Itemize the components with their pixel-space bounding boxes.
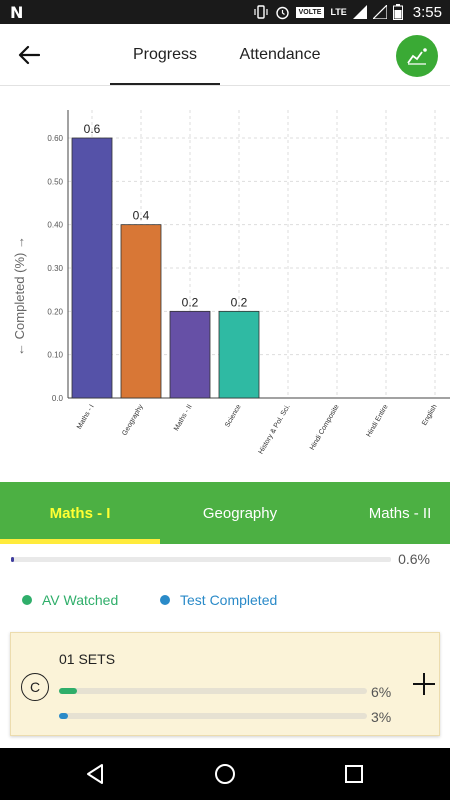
- x-tick-label: History & Pol. Sci.: [258, 403, 292, 455]
- x-tick-label: Maths - I: [76, 403, 96, 430]
- plus-icon: [413, 673, 435, 695]
- set-letter-icon: C: [21, 673, 49, 701]
- legend-av-label: AV Watched: [42, 592, 119, 608]
- clock: 3:55: [412, 3, 442, 21]
- legend-test-label: Test Completed: [180, 592, 278, 608]
- y-axis-label-text: ← Completed (%) →: [12, 236, 27, 356]
- x-tick-label: Hindi Composite: [309, 403, 341, 451]
- legend: AV Watched Test Completed: [0, 588, 450, 616]
- x-tick-label: Maths - II: [173, 403, 194, 432]
- x-tick-label: Hindi Entire: [366, 403, 390, 438]
- bar: [218, 310, 260, 399]
- notification-n-icon: N: [10, 3, 24, 22]
- legend-test-completed: Test Completed: [160, 592, 277, 608]
- bar-data-label: 0.6: [84, 122, 101, 136]
- nav-home-button[interactable]: [211, 760, 239, 788]
- y-tick-label: 0.40: [47, 221, 63, 230]
- square-recents-icon: [345, 765, 363, 783]
- overall-progress: 0.6%: [0, 544, 450, 576]
- av-percent: 6%: [371, 684, 392, 700]
- test-progress-fill: [59, 713, 69, 719]
- tab-geography[interactable]: Geography: [202, 504, 278, 522]
- av-progress-bar: [59, 688, 367, 694]
- nav-back-button[interactable]: [82, 760, 110, 788]
- bar-chart: 0.0 0.10 0.20 0.30 0.40 0.50 0.60 0.6 Maths - I 0…: [47, 110, 450, 456]
- bar-data-label: 0.4: [133, 209, 150, 223]
- app-bar: Progress Attendance: [0, 24, 450, 86]
- back-button[interactable]: [12, 40, 46, 70]
- triangle-back-icon: [87, 764, 103, 784]
- circle-home-icon: [215, 764, 235, 784]
- signal-icon: [352, 5, 367, 19]
- x-tick-label: Geography: [121, 403, 145, 437]
- status-icons: VOLTE LTE 3:55: [253, 0, 442, 24]
- status-bar: N VOLTE LTE 3:55: [0, 0, 450, 24]
- overall-progress-bar: [11, 557, 391, 562]
- bar: [120, 224, 162, 399]
- legend-av-watched: AV Watched: [22, 592, 118, 608]
- overall-percent: 0.6%: [398, 551, 430, 567]
- set-card[interactable]: C 01 SETS 6% 3%: [10, 632, 440, 736]
- tab-maths-2[interactable]: Maths - II: [368, 504, 432, 522]
- tab-maths-1[interactable]: Maths - I: [0, 482, 160, 544]
- progress-chart: ← Completed (%) → 0.0 0.10 0.20 0.30 0.40 0.5…: [0, 86, 450, 482]
- arrow-left-icon: [18, 45, 40, 65]
- y-axis-label: ← Completed (%) →: [12, 236, 27, 356]
- test-dot-icon: [160, 595, 170, 605]
- bar-data-label: 0.2: [182, 295, 199, 309]
- y-tick-label: 0.0: [52, 394, 64, 403]
- x-tick-label: English: [421, 403, 439, 426]
- battery-icon: [392, 4, 403, 20]
- y-tick-label: 0.20: [47, 307, 63, 316]
- add-button[interactable]: [411, 671, 437, 697]
- test-percent: 3%: [371, 709, 392, 725]
- bar-data-label: 0.2: [231, 295, 248, 309]
- signal-empty-icon: [372, 5, 387, 19]
- tab-attendance[interactable]: Attendance: [239, 46, 321, 63]
- y-tick-label: 0.60: [47, 134, 63, 143]
- av-dot-icon: [22, 595, 32, 605]
- volte-badge: VOLTE: [295, 6, 325, 18]
- test-progress-bar: [59, 713, 367, 719]
- set-title: 01 SETS: [59, 651, 116, 667]
- bar: [169, 310, 211, 399]
- y-tick-label: 0.30: [47, 264, 63, 273]
- line-chart-icon: [407, 48, 427, 65]
- y-tick-label: 0.50: [47, 177, 63, 186]
- system-nav-bar: [0, 748, 450, 800]
- alarm-icon: [275, 6, 289, 19]
- x-tick-label: Science: [224, 403, 243, 428]
- av-progress-fill: [59, 688, 78, 694]
- subject-tabs: Maths - I Geography Maths - II: [0, 482, 450, 544]
- overall-progress-fill: [11, 557, 14, 562]
- y-tick-label: 0.10: [47, 351, 63, 360]
- vibrate-icon: [254, 5, 268, 19]
- nav-recents-button[interactable]: [340, 760, 368, 788]
- bar: [71, 137, 113, 399]
- chart-button[interactable]: [396, 35, 438, 77]
- network-type: LTE: [330, 7, 347, 17]
- tab-progress[interactable]: Progress: [110, 24, 220, 86]
